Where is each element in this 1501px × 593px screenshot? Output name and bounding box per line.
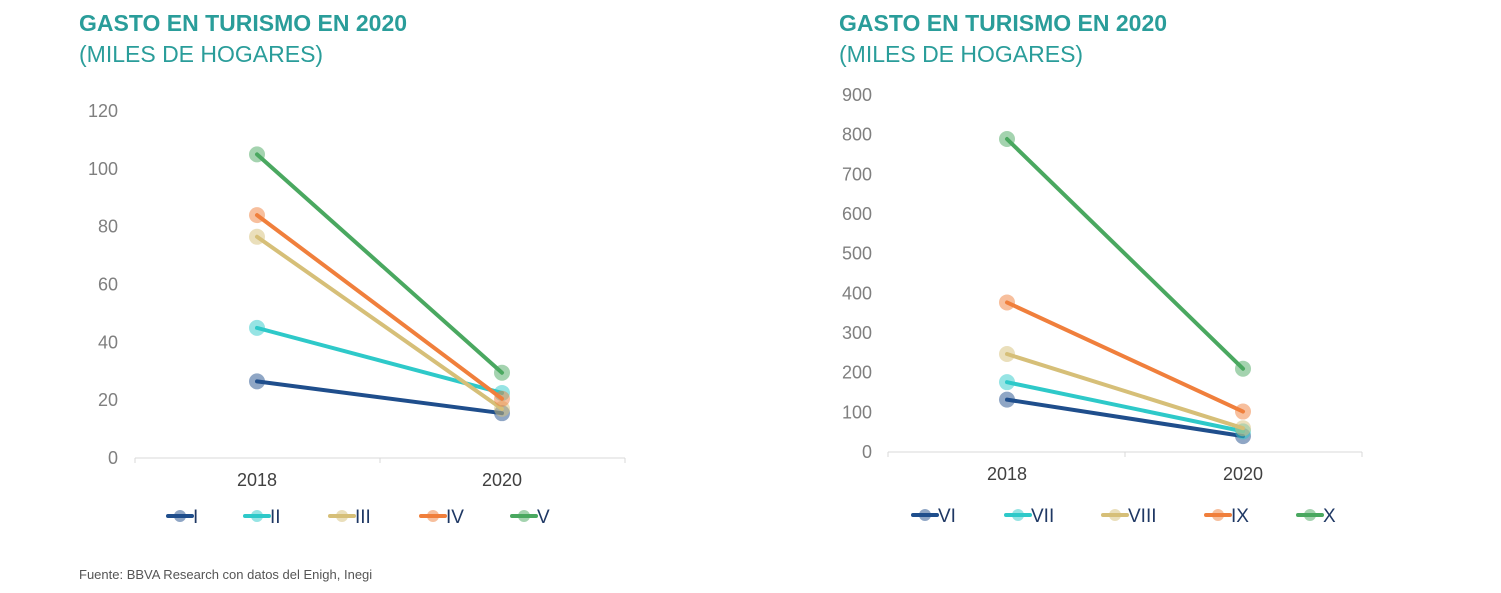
chart-subtitle: (MILES DE HOGARES): [79, 41, 324, 67]
series-line: [1005, 380, 1245, 434]
y-tick-label: 800: [842, 125, 872, 145]
y-tick-label: 400: [842, 283, 872, 303]
chart-title: GASTO EN TURISMO EN 2020: [79, 10, 408, 36]
y-tick-label: 500: [842, 244, 872, 264]
x-tick-label: 2020: [482, 470, 522, 490]
data-point: [249, 228, 265, 245]
y-tick-label: 40: [98, 332, 118, 352]
data-point: [999, 391, 1015, 408]
x-tick-label: 2020: [1223, 464, 1263, 484]
legend-marker: [174, 510, 186, 522]
data-point: [1235, 420, 1251, 437]
y-tick-label: 60: [98, 275, 118, 295]
legend-marker: [518, 510, 530, 522]
series-line: [255, 234, 504, 411]
data-point: [1235, 403, 1251, 420]
legend-marker: [427, 510, 439, 522]
legend-label: VII: [1031, 506, 1054, 527]
y-tick-label: 100: [842, 402, 872, 422]
y-tick-label: 120: [88, 101, 118, 121]
series-line: [255, 213, 504, 401]
data-point: [249, 146, 265, 163]
data-point: [249, 373, 265, 390]
series-line: [255, 379, 504, 416]
series-line: [1005, 352, 1245, 431]
chart-title: GASTO EN TURISMO EN 2020: [839, 10, 1168, 36]
legend-label: VIII: [1128, 506, 1157, 527]
legend-label: VI: [938, 506, 956, 527]
y-tick-label: 80: [98, 217, 118, 237]
legend-label: II: [270, 507, 281, 528]
x-tick-label: 2018: [237, 470, 277, 490]
data-point: [249, 207, 265, 224]
legend-label: I: [193, 507, 198, 528]
legend-label: IV: [446, 507, 464, 528]
data-point: [249, 319, 265, 336]
y-tick-label: 100: [88, 159, 118, 179]
y-tick-label: 300: [842, 323, 872, 343]
chart-subtitle: (MILES DE HOGARES): [839, 41, 1084, 67]
y-tick-label: 0: [108, 448, 118, 468]
y-tick-label: 700: [842, 164, 872, 184]
data-point: [999, 294, 1015, 311]
data-point: [1235, 360, 1251, 377]
legend-label: X: [1323, 506, 1336, 527]
data-point: [999, 374, 1015, 391]
legend-marker: [1109, 509, 1121, 521]
data-point: [494, 390, 510, 407]
y-tick-label: 0: [862, 442, 872, 462]
series-line: [1005, 397, 1245, 439]
legend-marker: [251, 510, 263, 522]
data-point: [999, 131, 1015, 148]
series-line: [1005, 300, 1245, 414]
legend-label: V: [537, 507, 550, 528]
legend-marker: [1304, 509, 1316, 521]
series-line: [1005, 137, 1245, 371]
series-line: [255, 152, 504, 375]
data-point: [999, 346, 1015, 363]
source-note: Fuente: BBVA Research con datos del Enig…: [79, 567, 373, 582]
legend-marker: [919, 509, 931, 521]
legend-marker: [1012, 509, 1024, 521]
x-tick-label: 2018: [987, 464, 1027, 484]
legend-marker: [336, 510, 348, 522]
y-tick-label: 600: [842, 204, 872, 224]
legend-label: III: [355, 507, 371, 528]
y-tick-label: 20: [98, 390, 118, 410]
legend-label: IX: [1231, 506, 1249, 527]
y-tick-label: 200: [842, 363, 872, 383]
data-point: [494, 364, 510, 381]
y-tick-label: 900: [842, 85, 872, 105]
legend-marker: [1212, 509, 1224, 521]
